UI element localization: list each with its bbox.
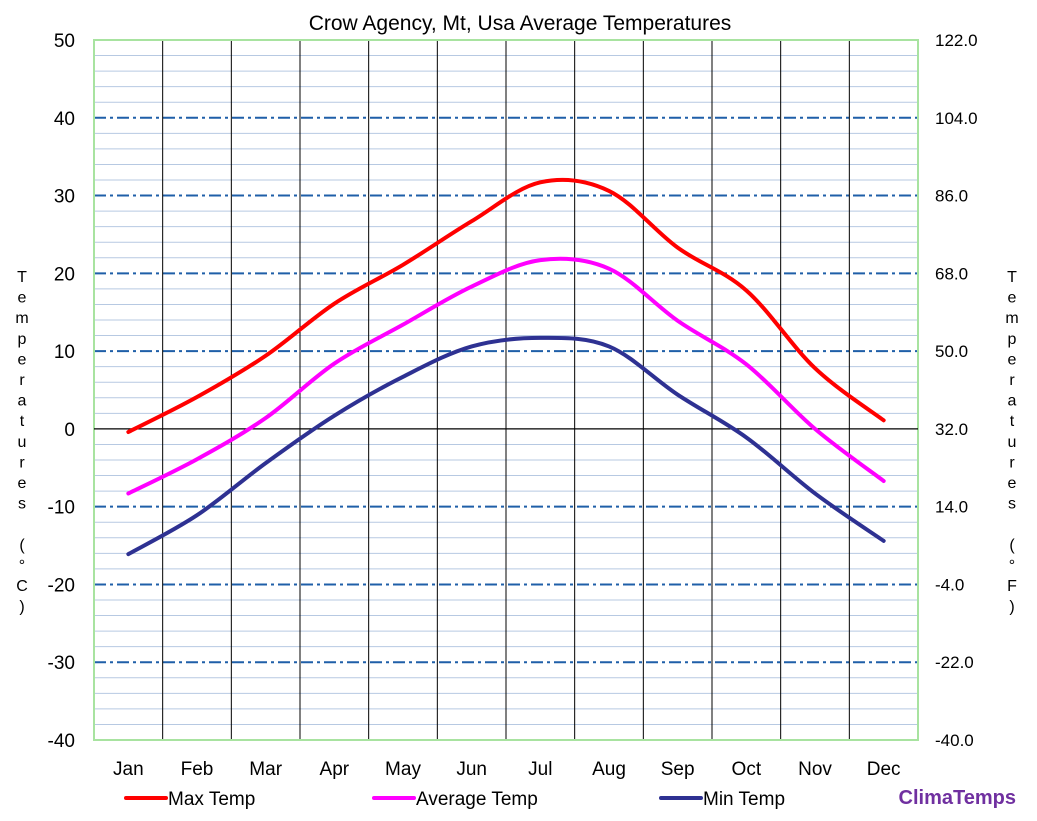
axis-layer: 50 40 30 20 10 0 -10 -20 -30 -40 122.0 104.0 86.0 68.… [48, 31, 978, 780]
average-temp-point [813, 427, 817, 431]
x-tick-label: Jul [528, 759, 552, 780]
legend-label: Max Temp [168, 789, 255, 810]
y-tick-label-right: 50.0 [935, 342, 968, 361]
y-tick-label-left: -20 [48, 575, 75, 596]
average-temp-point [539, 258, 542, 262]
average-temp-point [882, 479, 885, 483]
min-temp-point [539, 336, 542, 340]
max-temp-point [813, 367, 817, 370]
x-tick-label: Oct [732, 759, 762, 780]
y-tick-label-left: -40 [48, 731, 75, 752]
y-tick-label-left: 30 [54, 187, 75, 208]
y-tick-label-right: -4.0 [935, 575, 964, 594]
y-tick-label-right: 104.0 [935, 109, 978, 128]
average-temp-point [745, 363, 748, 366]
x-tick-label: Apr [320, 759, 350, 780]
min-temp-point [607, 345, 611, 348]
x-tick-label: May [385, 759, 421, 780]
average-temp-point [127, 492, 130, 495]
plot-frame [93, 39, 919, 741]
legend-label: Average Temp [416, 789, 538, 810]
max-temp-point [195, 395, 199, 399]
min-temp-point [882, 539, 885, 543]
min-temp-point [470, 345, 473, 348]
y-tick-label-right: 122.0 [935, 31, 978, 50]
average-temp-point [676, 319, 679, 322]
min-temp-point [195, 514, 199, 517]
average-temp-point [333, 362, 336, 365]
x-tick-label: Jun [456, 759, 487, 780]
min-temp-point [127, 552, 130, 556]
min-temp-line [126, 335, 886, 557]
y-tick-label-right: -22.0 [935, 653, 974, 672]
y-tick-label-left: -10 [48, 498, 75, 519]
y-tick-label-right: 86.0 [935, 187, 968, 206]
y-tick-label-right: -40.0 [935, 731, 974, 750]
y-tick-label-left: 40 [54, 109, 75, 130]
y-tick-label-left: 0 [64, 420, 75, 441]
y-tick-label-right: 68.0 [935, 264, 968, 283]
average-temp-point [401, 323, 405, 326]
max-temp-point [676, 246, 679, 249]
x-tick-label: Mar [249, 759, 282, 780]
x-tick-label: Jan [113, 759, 144, 780]
y-tick-label-left: -30 [48, 653, 75, 674]
y-tick-label-right: 14.0 [935, 498, 968, 517]
average-temp-point [264, 416, 267, 420]
max-temp-point [264, 354, 267, 357]
max-temp-point [607, 189, 611, 193]
max-temp-point [127, 430, 130, 434]
average-temp-point [470, 285, 473, 288]
max-temp-point [470, 220, 473, 223]
x-tick-label: Feb [181, 759, 214, 780]
max-temp-point [401, 263, 405, 266]
x-tick-label: Aug [592, 759, 626, 780]
y-tick-label-right: 32.0 [935, 420, 968, 439]
min-temp-point [333, 414, 336, 417]
y-tick-label-left: 10 [54, 342, 75, 363]
max-temp-point [333, 302, 336, 305]
min-temp-point [813, 492, 817, 495]
min-temp-point [401, 375, 405, 378]
chart-title: Crow Agency, Mt, Usa Average Temperature… [309, 12, 732, 35]
x-tick-label: Sep [661, 759, 695, 780]
y-tick-label-left: 50 [54, 31, 75, 52]
average-temp-point [195, 458, 199, 461]
min-temp-point [745, 436, 748, 439]
grid-layer [94, 40, 918, 740]
x-tick-label: Nov [798, 759, 832, 780]
series-layer [126, 177, 886, 557]
min-temp-point [676, 393, 679, 396]
legend-label: Min Temp [703, 789, 785, 810]
max-temp-point [539, 181, 542, 184]
legend: Max Temp Average Temp Min Temp [124, 789, 785, 810]
min-temp-point [264, 461, 267, 465]
max-temp-point [882, 419, 885, 422]
average-temp-point [607, 267, 611, 270]
max-temp-point [745, 289, 748, 292]
y-tick-label-left: 20 [54, 264, 75, 285]
brand-logo: ClimaTemps [899, 787, 1016, 809]
x-tick-label: Dec [867, 759, 901, 780]
